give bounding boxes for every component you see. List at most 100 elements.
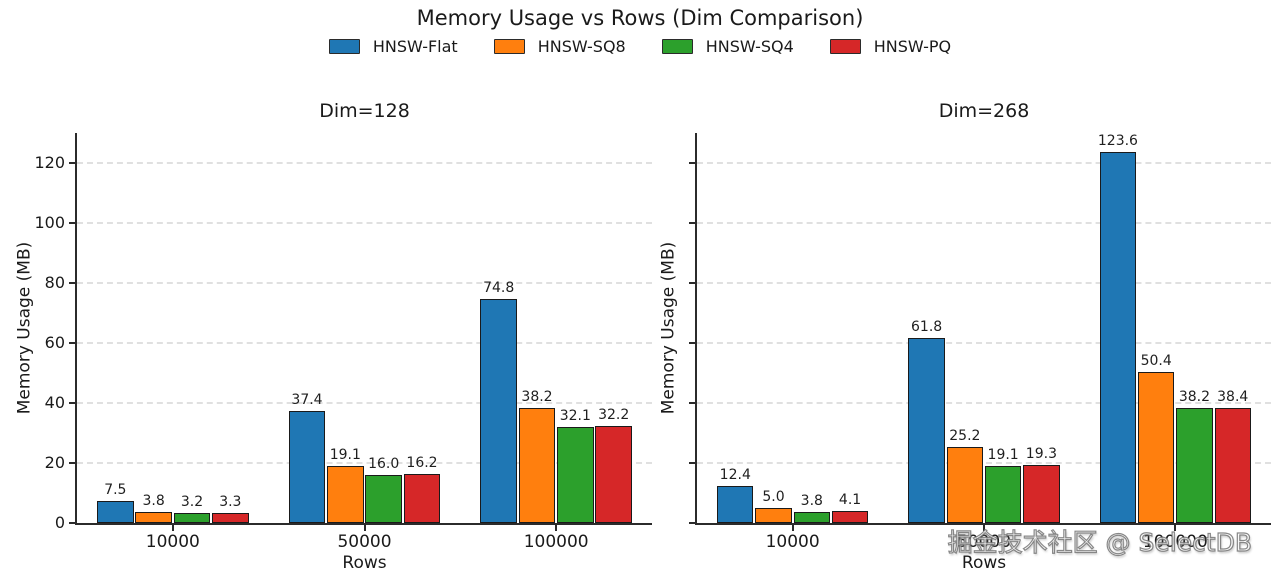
bar — [1214, 407, 1251, 523]
bar-value-label: 4.1 — [838, 491, 862, 508]
legend-label: HNSW-SQ8 — [537, 37, 626, 56]
y-tick-mark — [69, 222, 77, 224]
bar — [557, 426, 594, 523]
x-tick-label: 10000 — [765, 532, 820, 552]
y-tick-label: 100 — [34, 213, 65, 232]
bar-value-label: 16.0 — [368, 456, 400, 472]
y-tick-mark — [69, 402, 77, 404]
y-axis-label: Memory Usage (MB) — [14, 241, 35, 415]
x-tick-label: 10000 — [145, 532, 200, 552]
bar — [755, 508, 792, 523]
bar-value-label: 12.4 — [719, 466, 751, 483]
bar-value-label: 38.4 — [1217, 388, 1249, 405]
x-tick-mark — [1174, 523, 1177, 531]
bar-value-label: 3.8 — [142, 492, 165, 509]
bar-value-label: 74.8 — [483, 279, 515, 296]
bar-value-label: 61.8 — [911, 318, 943, 335]
bar-value-label: 32.2 — [598, 407, 630, 424]
legend-swatch — [661, 39, 693, 54]
bar — [403, 474, 441, 523]
bar-value-label: 37.4 — [291, 391, 323, 408]
bar-value-label: 3.2 — [180, 494, 204, 511]
bar — [1023, 465, 1060, 523]
subplot-dim268: Dim=268 Memory Usage (MB) Rows 10000 12.4… — [659, 101, 1271, 572]
bar — [946, 447, 984, 523]
bar — [135, 511, 172, 523]
bar-value-label: 7.5 — [104, 481, 127, 498]
x-tick-mark — [983, 523, 985, 531]
legend-item: HNSW-SQ8 — [493, 37, 626, 56]
bar — [1176, 408, 1213, 523]
y-tick-label: 40 — [44, 393, 65, 412]
y-tick-mark — [69, 522, 77, 524]
gridline — [77, 222, 652, 224]
x-tick-label: 50000 — [956, 532, 1012, 552]
bar-value-label: 3.8 — [800, 492, 823, 509]
x-axis-label: Rows — [961, 553, 1007, 573]
legend: HNSW-Flat HNSW-SQ8 HNSW-SQ4 HNSW-PQ — [0, 37, 1280, 56]
gridline — [77, 162, 652, 164]
y-tick-mark — [689, 222, 697, 224]
y-tick-label: 80 — [44, 273, 65, 292]
gridline — [697, 282, 1271, 284]
y-tick-label: 0 — [54, 513, 65, 532]
gridline — [697, 162, 1271, 164]
y-axis-label: Memory Usage (MB) — [658, 241, 679, 415]
subplot-title: Dim=268 — [938, 100, 1030, 122]
legend-item: HNSW-Flat — [328, 37, 458, 56]
y-tick-mark — [69, 282, 77, 284]
y-tick-label: 20 — [44, 453, 65, 472]
x-tick-label: 100000 — [1142, 532, 1208, 552]
bar — [365, 475, 402, 523]
bar-value-label: 32.1 — [559, 407, 591, 424]
y-tick-label: 120 — [34, 153, 65, 172]
bar — [984, 465, 1022, 523]
legend-label: HNSW-Flat — [372, 37, 458, 56]
x-tick-label: 50000 — [337, 532, 392, 552]
y-tick-mark — [689, 402, 697, 404]
bar-value-label: 5.0 — [762, 489, 785, 505]
bar-value-label: 19.3 — [1025, 446, 1057, 463]
legend-item: HNSW-PQ — [829, 37, 951, 56]
y-tick-mark — [689, 342, 697, 344]
bar-value-label: 19.1 — [329, 446, 361, 463]
y-tick-mark — [69, 462, 77, 464]
gridline — [697, 342, 1271, 344]
bar — [595, 426, 632, 523]
gridline — [77, 402, 652, 404]
bar-value-label: 3.3 — [219, 494, 242, 511]
legend-swatch — [493, 39, 525, 54]
bar — [288, 410, 326, 523]
y-tick-mark — [689, 522, 697, 524]
bar — [717, 485, 754, 523]
bar-value-label: 38.2 — [1178, 389, 1211, 406]
watermark: 掘金技术社区 @ SelectDB — [947, 527, 1253, 557]
bar — [1138, 371, 1175, 523]
bar — [518, 408, 556, 523]
bar — [212, 513, 249, 523]
x-tick-label: 100000 — [523, 532, 589, 552]
legend-label: HNSW-SQ4 — [705, 37, 794, 56]
x-tick-mark — [171, 523, 174, 531]
bar-value-label: 123.6 — [1097, 133, 1138, 150]
subplot-title: Dim=128 — [319, 100, 410, 122]
bar-value-label: 38.2 — [521, 389, 553, 406]
y-tick-mark — [689, 462, 697, 464]
bar-value-label: 19.1 — [987, 446, 1019, 463]
legend-swatch — [829, 39, 861, 54]
gridline — [77, 282, 652, 284]
bar — [327, 465, 364, 523]
x-tick-mark — [791, 523, 794, 531]
x-axis-label: Rows — [342, 553, 387, 573]
legend-item: HNSW-SQ4 — [661, 37, 794, 56]
y-tick-mark — [69, 162, 77, 164]
bar — [173, 513, 211, 523]
bar-value-label: 50.4 — [1140, 352, 1172, 369]
bar — [908, 337, 945, 523]
bar-value-label: 16.2 — [406, 455, 438, 472]
y-tick-mark — [689, 282, 697, 284]
bar — [793, 511, 830, 523]
gridline — [697, 462, 1271, 464]
bar — [831, 510, 869, 523]
figure-title: Memory Usage vs Rows (Dim Comparison) — [416, 6, 864, 30]
